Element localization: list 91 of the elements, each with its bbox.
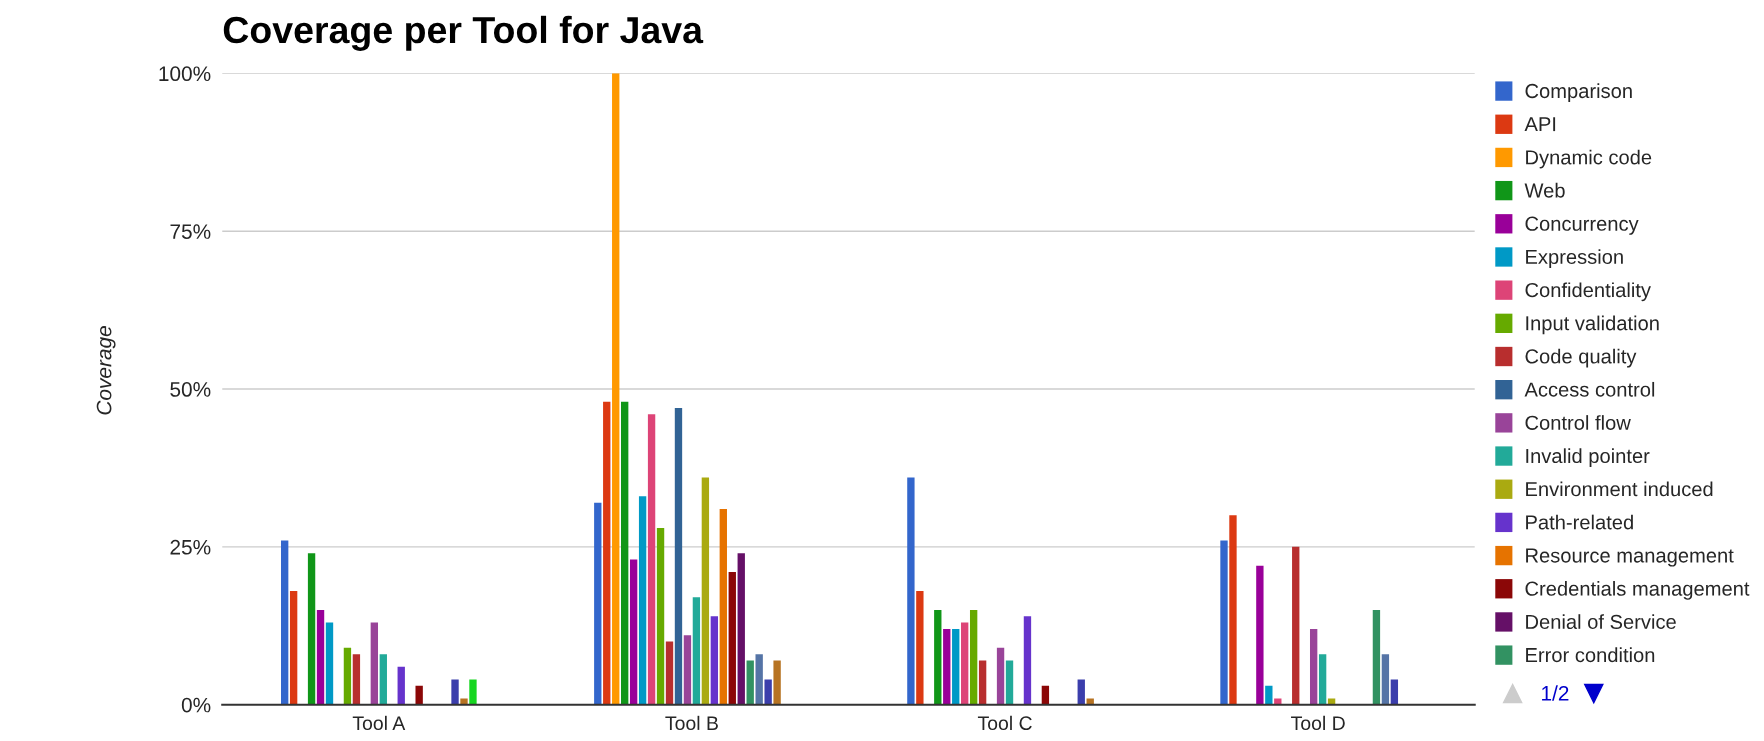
y-tick-label: 75% [170,224,211,239]
y-axis-title: Coverage [96,326,116,415]
legend-label: Resource management [1526,548,1734,567]
y-tick-label: 100% [159,66,211,82]
bar [307,553,316,705]
legend-label: Comparison [1525,83,1632,103]
bar [316,609,325,705]
bar [1077,679,1085,705]
bar [1381,654,1390,705]
legend-label: Web [1524,182,1565,198]
x-tick-label: Tool A [352,715,406,731]
bar [1372,609,1381,705]
x-tick-label: Tool C [977,715,1032,731]
bar [603,401,611,705]
bar [969,609,978,705]
legend-label: Expression [1526,249,1623,268]
y-tick-label: 50% [170,382,211,397]
legend-label: API [1524,117,1556,132]
bar [289,591,298,705]
y-tick-label: 25% [170,539,211,555]
bar [612,73,620,705]
bar [629,559,638,705]
bar [665,641,674,705]
bar [352,654,361,705]
bar [683,635,692,705]
bar [325,622,334,705]
text: 1/2 [1542,685,1569,701]
bar [594,502,602,705]
bar [773,660,781,705]
x-tick-label: Tool D [1291,715,1345,731]
bar [961,622,969,705]
bar [701,477,710,705]
bar [1041,685,1050,705]
bar [647,414,656,705]
bar [1292,546,1300,705]
bar [1309,628,1318,705]
legend-label: Invalid pointer [1526,448,1650,468]
bar [1265,685,1273,705]
bar [1086,698,1094,705]
bar [764,679,772,705]
legend-label: Confidentiality [1525,282,1651,302]
bar [621,401,629,705]
legend-label: Error condition [1526,647,1655,663]
bar [952,628,960,705]
bar [943,628,951,705]
bar [1005,660,1014,705]
bar [916,591,924,705]
legend-label: Denial of Service [1526,614,1676,629]
bar [728,572,736,705]
bar [343,647,352,705]
bar [1274,698,1282,705]
bar [934,609,942,705]
x-tick-label: Tool B [665,715,718,731]
bar [755,654,763,705]
bar [1318,654,1327,705]
legend-label: Path-related [1526,514,1633,530]
legend-label: Code quality [1525,348,1637,368]
legend-label: Input validation [1526,315,1659,335]
legend-label: Dynamic code [1526,149,1652,169]
legend-label: Control flow [1525,415,1631,430]
bar [656,527,665,705]
bar [281,540,289,705]
bar [907,477,915,705]
bar [1023,616,1032,705]
bar [1229,515,1237,705]
bar [1390,679,1399,705]
bar [638,496,647,705]
bar [1327,698,1336,705]
bar [692,597,701,705]
legend-label: Credentials management [1525,581,1750,600]
bar [451,679,459,705]
bar [379,654,387,705]
bar [978,660,987,705]
bar [370,622,379,705]
bar [737,553,745,705]
bar [469,679,477,705]
y-tick-label: 0% [181,697,211,713]
legend-label: Environment induced [1526,481,1713,497]
bar [1256,565,1264,705]
legend-label: Concurrency [1525,216,1639,235]
bar [719,508,727,705]
bar [397,666,405,705]
bar [674,407,683,705]
bar [415,685,423,705]
legend-label: Access control [1524,381,1655,397]
bar [710,616,719,705]
chart-title: Coverage per Tool for Java [223,15,704,51]
bar [746,660,754,705]
bar [460,698,468,705]
bar [1220,540,1228,705]
bar [996,647,1005,705]
